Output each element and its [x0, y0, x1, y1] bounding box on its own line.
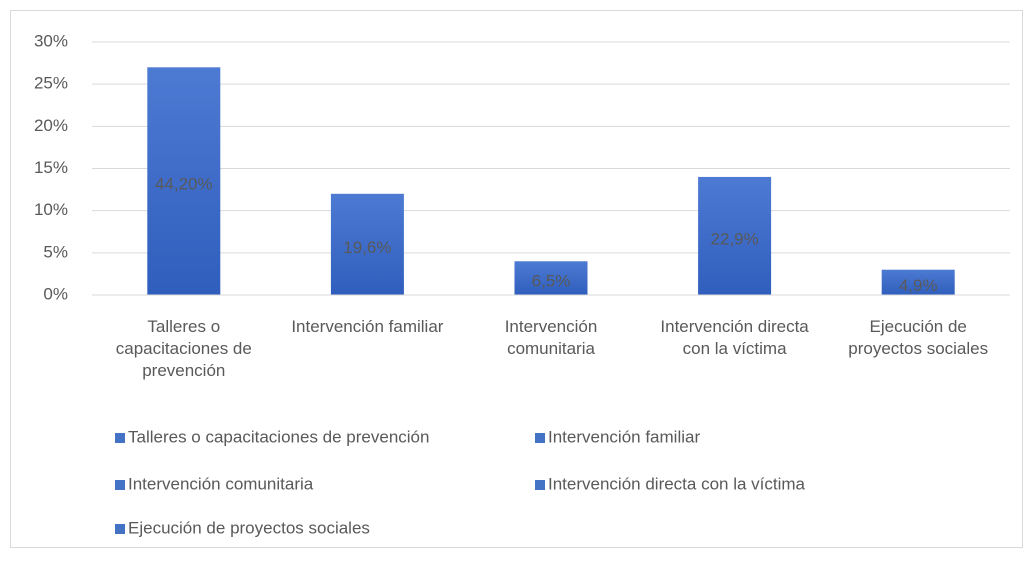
legend-swatch — [535, 480, 545, 490]
legend-swatch — [115, 524, 125, 534]
legend-swatch — [115, 480, 125, 490]
legend-swatch — [115, 433, 125, 443]
legend-label: Intervención comunitaria — [128, 474, 314, 493]
bar — [147, 67, 221, 295]
x-tick-label: Intervención directa con la víctima — [660, 317, 809, 358]
bar-annotation: 4,9% — [899, 276, 938, 295]
x-tick-label: Talleres o capacitaciones de prevención — [116, 317, 252, 380]
y-tick-label: 25% — [34, 74, 68, 93]
bar-annotation: 44,20% — [155, 175, 213, 194]
bar-annotation: 6,5% — [532, 272, 571, 291]
bar-annotation: 19,6% — [343, 238, 391, 257]
y-tick-label: 15% — [34, 158, 68, 177]
legend-swatch — [535, 433, 545, 443]
y-tick-label: 5% — [43, 242, 68, 261]
y-tick-label: 20% — [34, 116, 68, 135]
legend-label: Intervención familiar — [548, 427, 700, 446]
y-tick-label: 30% — [34, 31, 68, 50]
bar — [881, 269, 955, 295]
bar — [698, 176, 772, 295]
x-tick-label: Intervención comunitaria — [505, 317, 598, 358]
legend-label: Ejecución de proyectos sociales — [128, 518, 370, 537]
y-tick-label: 10% — [34, 200, 68, 219]
legend-label: Talleres o capacitaciones de prevención — [128, 427, 429, 446]
y-tick-label: 0% — [43, 284, 68, 303]
x-tick-label: Ejecución de proyectos sociales — [848, 317, 988, 358]
x-tick-label: Intervención familiar — [291, 317, 443, 336]
bar-annotation: 22,9% — [710, 229, 758, 248]
legend-label: Intervención directa con la víctima — [548, 474, 806, 493]
bar — [514, 261, 588, 295]
bar — [330, 193, 404, 295]
